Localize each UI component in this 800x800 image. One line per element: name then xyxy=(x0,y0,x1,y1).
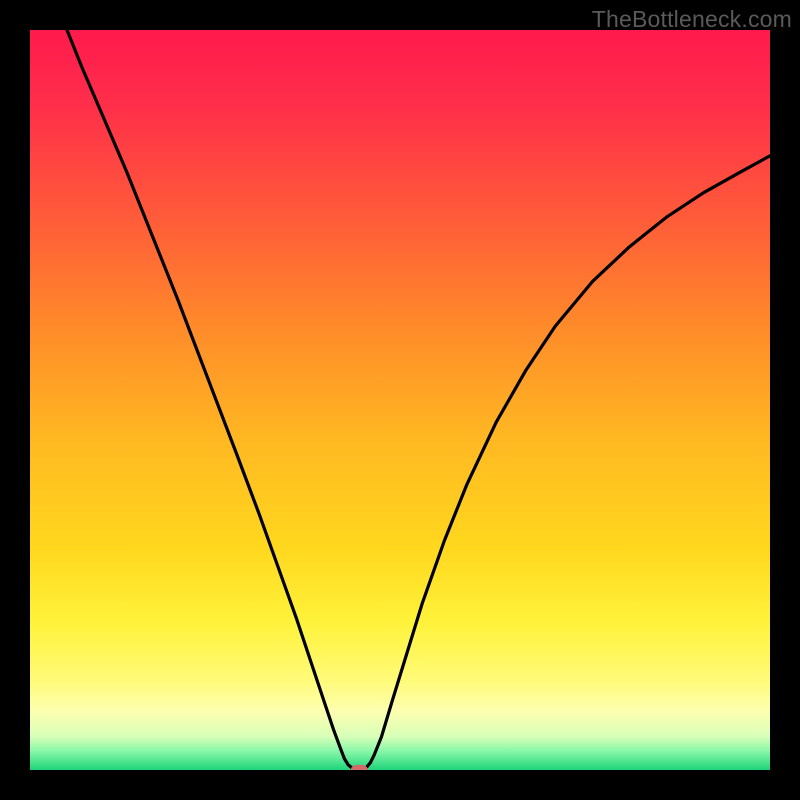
plot-background-gradient xyxy=(30,30,770,770)
bottleneck-chart xyxy=(0,0,800,800)
watermark-text: TheBottleneck.com xyxy=(592,6,792,33)
